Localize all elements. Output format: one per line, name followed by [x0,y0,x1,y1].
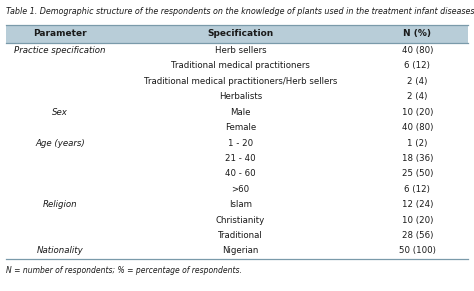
Bar [6,212,468,228]
Text: Parameter: Parameter [33,29,87,38]
Bar [6,182,468,197]
Text: 1 - 20: 1 - 20 [228,139,253,148]
Bar [6,104,468,120]
Text: >60: >60 [231,185,249,194]
Bar [6,74,468,89]
Text: Traditional medical practitioners: Traditional medical practitioners [171,61,310,70]
Text: N (%): N (%) [403,29,431,38]
Text: 2 (4): 2 (4) [407,92,428,101]
Text: 6 (12): 6 (12) [404,185,430,194]
Text: Religion: Religion [43,200,77,209]
Bar [6,135,468,151]
Text: Nigerian: Nigerian [222,246,259,255]
Text: Nationality: Nationality [36,246,83,255]
Bar [6,120,468,135]
Text: Sex: Sex [52,108,68,117]
Text: 25 (50): 25 (50) [402,169,433,178]
Text: 40 (80): 40 (80) [402,123,433,132]
Bar [6,197,468,212]
Bar [6,43,468,58]
Text: Specification: Specification [207,29,273,38]
Text: 12 (24): 12 (24) [402,200,433,209]
Text: 10 (20): 10 (20) [402,108,433,117]
Text: Traditional: Traditional [218,231,263,240]
Text: 1 (2): 1 (2) [407,139,428,148]
Text: 18 (36): 18 (36) [402,154,433,163]
Text: 40 - 60: 40 - 60 [225,169,256,178]
Text: Traditional medical practitioners/Herb sellers: Traditional medical practitioners/Herb s… [144,77,337,86]
Text: 10 (20): 10 (20) [402,216,433,225]
Text: 28 (56): 28 (56) [402,231,433,240]
Bar [6,89,468,104]
Text: Female: Female [225,123,256,132]
Text: 2 (4): 2 (4) [407,77,428,86]
Text: 40 (80): 40 (80) [402,46,433,55]
Text: Christianity: Christianity [216,216,265,225]
Text: N = number of respondents; % = percentage of respondents.: N = number of respondents; % = percentag… [6,266,242,275]
Text: 50 (100): 50 (100) [399,246,436,255]
Text: Table 1. Demographic structure of the respondents on the knowledge of plants use: Table 1. Demographic structure of the re… [6,7,474,16]
Bar [6,151,468,166]
Bar [6,166,468,182]
Text: Practice specification: Practice specification [14,46,106,55]
Text: 21 - 40: 21 - 40 [225,154,256,163]
Text: Islam: Islam [229,200,252,209]
Text: 6 (12): 6 (12) [404,61,430,70]
Bar [6,58,468,74]
Bar [6,243,468,259]
Text: Age (years): Age (years) [35,139,85,148]
Bar [6,228,468,243]
Text: Male: Male [230,108,251,117]
Text: Herbalists: Herbalists [219,92,262,101]
Text: Herb sellers: Herb sellers [215,46,266,55]
Bar [6,25,468,43]
